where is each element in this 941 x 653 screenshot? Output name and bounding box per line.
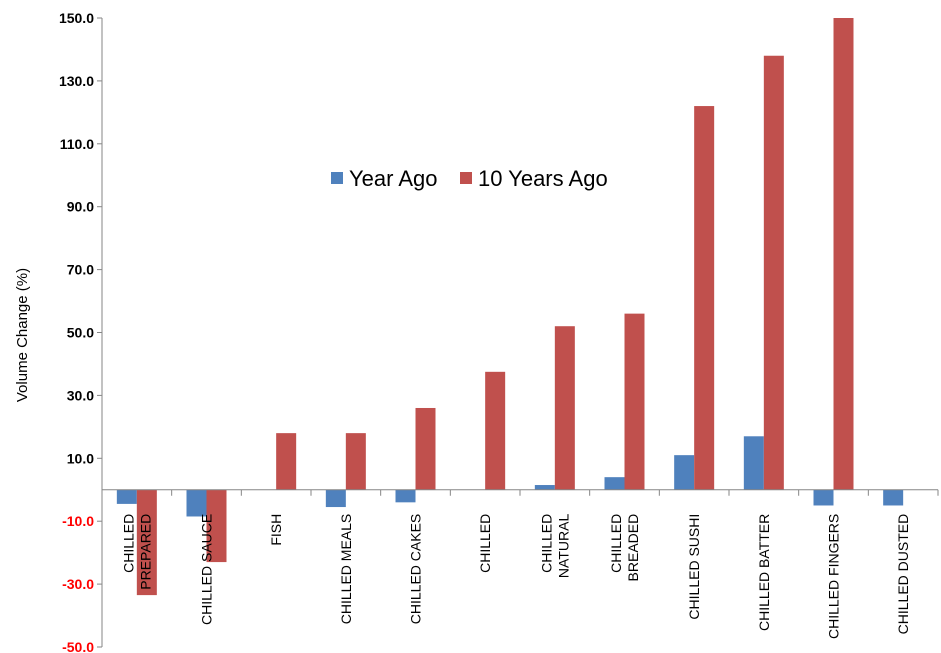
x-tick-label-line: CHILLED: [608, 514, 624, 573]
bar-10-years-ago: [136, 489, 157, 596]
y-tick-label: 10.0: [67, 450, 94, 466]
x-axis-tick-labels: CHILLED PREPARED CHILLED SAUCE FISH CHILLED …: [120, 514, 911, 639]
x-tick-label-line: FISH: [268, 514, 284, 546]
x-tick-label: CHILLED DUSTED: [895, 514, 911, 635]
y-tick-label: 50.0: [67, 325, 94, 341]
bar-10-years-ago: [694, 106, 715, 490]
x-tick-label: FISH: [268, 514, 284, 546]
x-tick-label-line: CHILLED DUSTED: [895, 514, 911, 635]
bar-10-years-ago: [833, 18, 854, 490]
x-tick-label-line: CHILLED: [120, 514, 136, 573]
legend-swatch-year-ago: [331, 172, 343, 184]
bar-10-years-ago: [763, 55, 784, 490]
x-tick-label: CHILLED FINGERS: [826, 514, 842, 639]
bar-year-ago: [395, 489, 416, 503]
y-tick-label: 30.0: [67, 387, 94, 403]
y-tick-label: 130.0: [59, 73, 94, 89]
x-tick-label: CHILLED CAKES: [408, 514, 424, 624]
x-tick-label-line: CHILLED SUSHI: [686, 514, 702, 620]
x-tick-label-line: NATURAL: [555, 514, 571, 579]
bar-10-years-ago: [415, 407, 436, 490]
bar-year-ago: [534, 485, 555, 490]
x-tick-label-line: CHILLED CAKES: [408, 514, 424, 624]
bar-10-years-ago: [345, 433, 366, 490]
x-tick-label: CHILLED NATURAL: [538, 514, 571, 579]
bar-10-years-ago: [485, 371, 506, 490]
bar-10-years-ago: [276, 433, 297, 490]
y-tick-label: 150.0: [59, 10, 94, 26]
bar-year-ago: [813, 489, 834, 506]
bar-year-ago: [325, 489, 346, 508]
bar-year-ago: [883, 489, 904, 506]
legend-swatch-10-years-ago: [460, 172, 472, 184]
legend: Year Ago 10 Years Ago: [331, 166, 608, 191]
legend-label-10-years-ago: 10 Years Ago: [478, 166, 608, 191]
bar-year-ago: [116, 489, 137, 504]
x-tick-label-line: CHILLED BATTER: [756, 514, 772, 631]
x-tick-label: CHILLED: [477, 514, 493, 573]
y-tick-label: -30.0: [62, 576, 94, 592]
x-tick-label-line: CHILLED: [538, 514, 554, 573]
x-tick-label-line: CHILLED SAUCE: [199, 514, 215, 625]
bars-group: [116, 18, 904, 596]
x-tick-label-line: PREPARED: [137, 514, 153, 590]
y-tick-label: -50.0: [62, 639, 94, 653]
y-tick-label: 70.0: [67, 262, 94, 278]
x-axis: [101, 489, 939, 496]
x-tick-label-line: CHILLED: [477, 514, 493, 573]
y-tick-label: 110.0: [60, 136, 94, 152]
bar-year-ago: [186, 489, 207, 517]
x-tick-label-line: CHILLED MEALS: [338, 514, 354, 624]
bar-10-years-ago: [624, 313, 645, 490]
y-axis: 150.0 130.0 110.0 90.0 70.0 50.0 30.0 10.0 -10.0…: [59, 10, 103, 653]
y-tick-label: 90.0: [67, 199, 94, 215]
x-tick-label-line: CHILLED FINGERS: [826, 514, 842, 639]
x-tick-label: CHILLED MEALS: [338, 514, 354, 624]
bar-10-years-ago: [206, 489, 227, 563]
x-tick-label-line: BREADED: [625, 514, 641, 582]
x-tick-label: CHILLED SUSHI: [686, 514, 702, 620]
x-tick-label: CHILLED PREPARED: [120, 514, 153, 590]
y-axis-label: Volume Change (%): [14, 268, 31, 402]
x-tick-label: CHILLED BREADED: [608, 514, 641, 582]
y-tick-label: -10.0: [62, 513, 94, 529]
bar-year-ago: [604, 477, 625, 490]
bar-10-years-ago: [554, 326, 575, 490]
x-tick-label: CHILLED SAUCE: [199, 514, 215, 625]
bar-year-ago: [674, 455, 695, 490]
x-tick-label: CHILLED BATTER: [756, 514, 772, 631]
legend-label-year-ago: Year Ago: [349, 166, 438, 191]
bar-year-ago: [743, 436, 764, 490]
